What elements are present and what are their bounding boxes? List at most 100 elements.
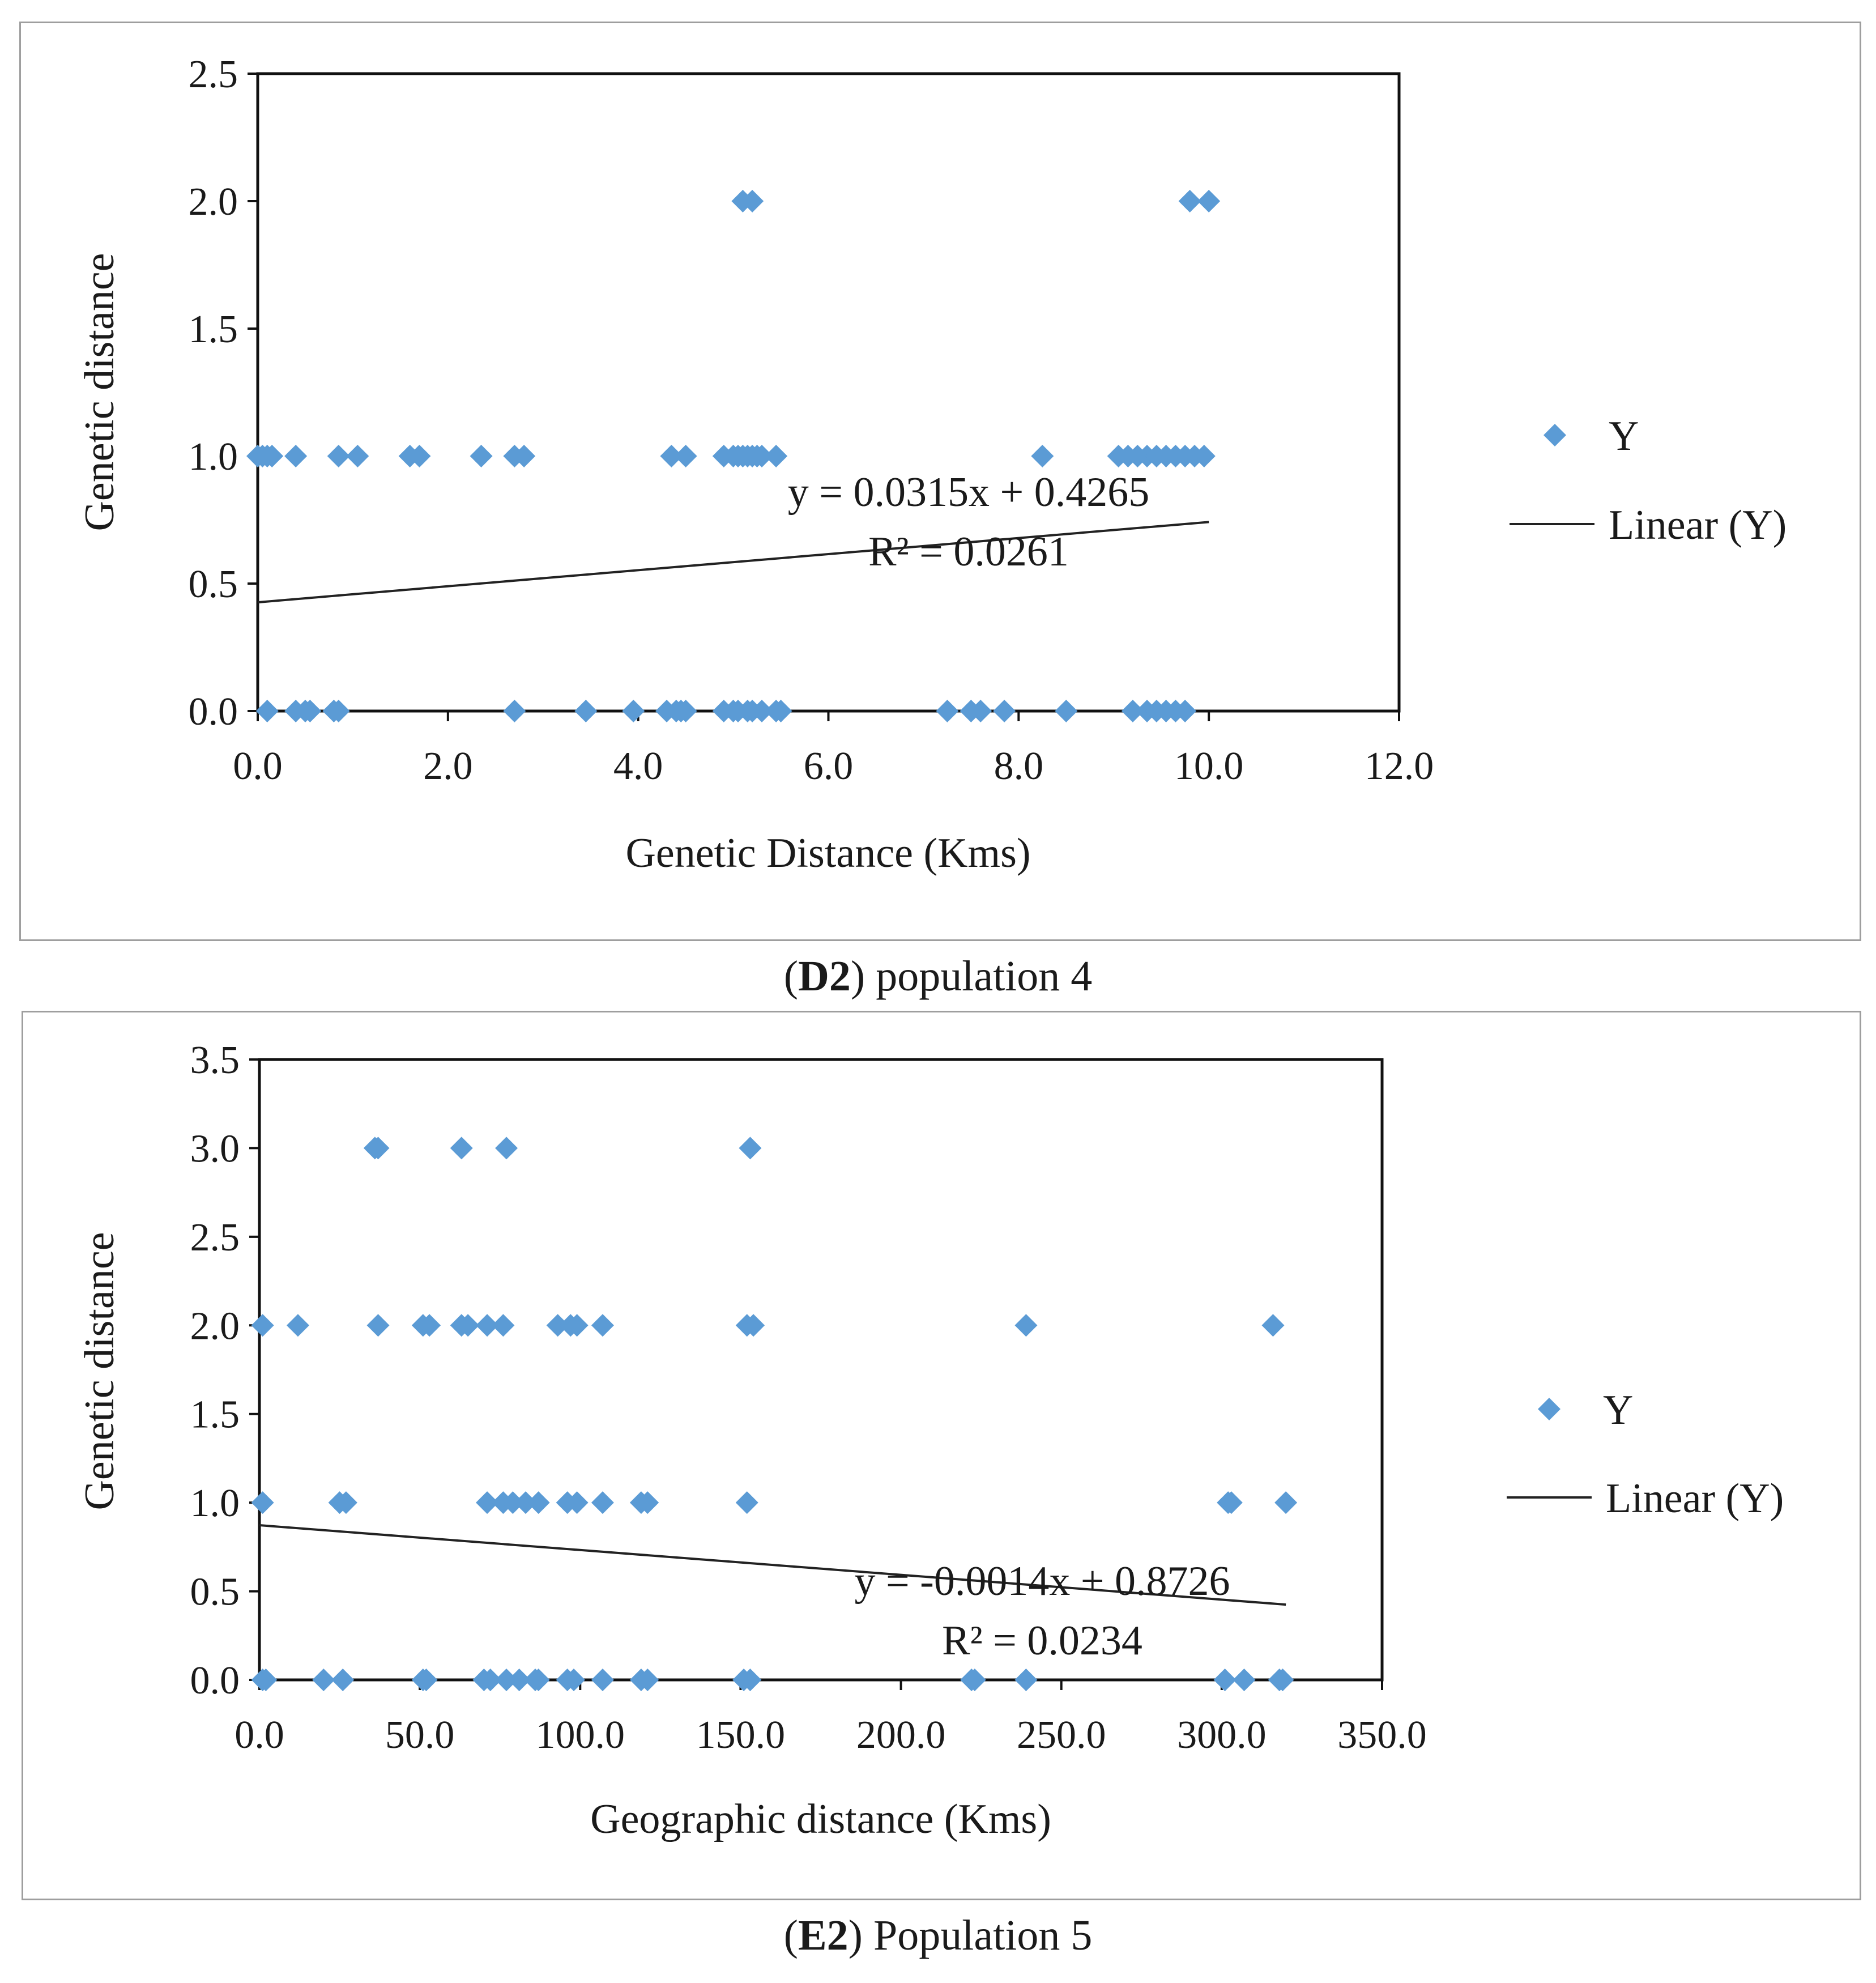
data-point [1220,1491,1243,1514]
chart-panel-e2 [22,1011,1861,1900]
data-point [501,1491,525,1514]
data-point [636,1669,659,1691]
r-squared-label: R² = 0.0234 [942,1618,1142,1664]
trend-line [259,1524,1286,1606]
data-point [1174,700,1197,722]
data-point [739,1669,762,1691]
data-point [327,700,350,722]
x-tick-label: 8.0 [994,744,1044,788]
data-point [1121,700,1144,722]
data-point [546,1314,569,1337]
data-point [963,1669,986,1691]
data-point [312,1669,335,1691]
legend-marker [1538,1398,1561,1420]
data-point [769,700,792,722]
figure-caption-e2: (E2) Population 5 [783,1912,1093,1959]
data-point [591,1491,614,1514]
data-point [299,700,322,722]
caption-text-e2: Population 5 [873,1912,1093,1959]
data-point [1261,1314,1285,1337]
y-tick-label: 3.5 [190,1039,240,1082]
trend-equation-label: y = -0.0014x + 0.8726 [854,1558,1230,1605]
data-point [562,1669,585,1691]
data-point [366,1314,390,1337]
data-point [284,445,308,467]
data-point [674,700,697,722]
data-point [1271,1669,1294,1691]
legend-marker [1544,424,1566,446]
data-point [735,1491,758,1514]
x-tick-label: 150.0 [696,1713,786,1757]
scatter-chart-d2: 0.0 0.5 1.0 1.5 2.0 2.5 0.0 2.0 4.0 6.0 8.0 10.0 12.… [76,53,1787,876]
data-point [418,1314,441,1337]
data-point [565,1491,589,1514]
y-tick-label: 0.0 [190,1659,240,1703]
data-point [765,445,788,467]
data-point [255,700,279,722]
caption-id-d2: D2 [798,952,851,1000]
plot-area-frame [258,1058,1384,1682]
x-tick-label: 0.0 [233,744,283,788]
data-point [261,445,284,467]
x-tick-label: 300.0 [1177,1713,1267,1757]
data-point [331,1669,355,1691]
data-point [969,700,992,722]
y-tick-label: 1.5 [189,308,238,351]
data-point [936,700,959,722]
data-point [565,1314,589,1337]
data-point [1055,700,1078,722]
data-point [750,445,773,467]
data-point [508,1669,531,1691]
data-point [1233,1669,1256,1691]
data-point [346,445,369,467]
data-point [495,1137,518,1160]
x-tick-label: 200.0 [856,1713,946,1757]
x-tick-label: 100.0 [536,1713,625,1757]
x-tick-label: 10.0 [1174,744,1244,788]
legend-series-label: Y [1609,413,1639,459]
data-point [476,1491,499,1514]
data-point [479,1669,502,1691]
data-point [622,700,645,722]
x-tick-label: 6.0 [804,744,854,788]
data-point [415,1669,438,1691]
y-tick-label: 2.0 [189,180,238,224]
x-tick-label: 350.0 [1337,1713,1427,1757]
data-point [1031,445,1054,467]
data-point [660,445,683,467]
data-point [1178,190,1201,212]
x-tick-label: 50.0 [385,1713,455,1757]
data-point [1192,445,1216,467]
x-axis-title: Geographic distance (Kms) [590,1796,1051,1842]
data-point [739,1137,762,1160]
data-point [334,1491,357,1514]
data-point [591,1669,614,1691]
trend-line [257,521,1209,604]
data-point [527,1491,550,1514]
caption-text-d2: population 4 [876,952,1093,1000]
data-point [514,1491,538,1514]
data-point [674,445,697,467]
data-point [457,1314,480,1337]
y-axis-title: Genetic distance [76,253,123,531]
data-point [476,1314,499,1337]
y-tick-label: 2.5 [189,53,238,96]
legend-trend-label: Linear (Y) [1609,502,1787,548]
data-point [1014,1314,1038,1337]
data-point [750,700,773,722]
data-point [254,1669,278,1691]
x-tick-label: 250.0 [1017,1713,1106,1757]
r-squared-label: R² = 0.0261 [868,529,1069,575]
y-tick-label: 0.5 [190,1571,240,1614]
chart-panel-d2 [19,22,1861,941]
y-axis-title: Genetic distance [76,1232,123,1510]
data-point [503,700,526,722]
data-point [742,1314,765,1337]
y-tick-label: 0.5 [189,563,238,606]
data-point [1014,1669,1038,1691]
data-point [1213,1669,1237,1691]
data-point [408,445,431,467]
data-point [251,1491,274,1514]
x-tick-label: 4.0 [613,744,663,788]
